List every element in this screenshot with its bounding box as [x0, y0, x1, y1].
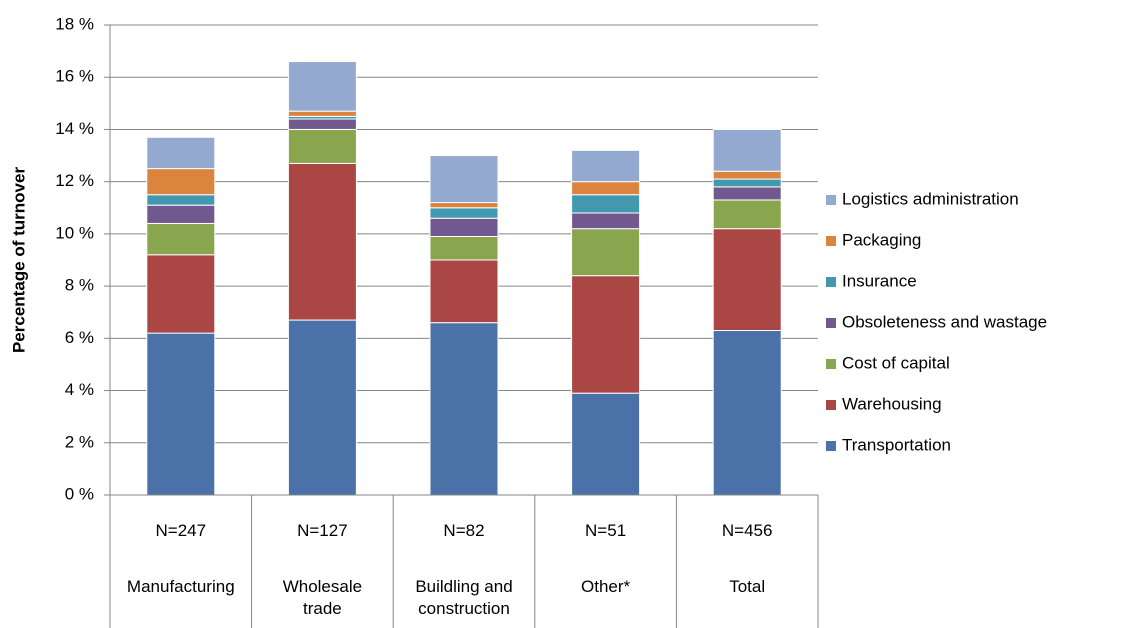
y-tick-label: 6 %	[65, 328, 94, 347]
bar-segment	[571, 149, 641, 183]
bar-segment	[429, 202, 499, 209]
y-tick-label: 0 %	[65, 484, 94, 503]
bar-segment	[571, 228, 641, 277]
bar-segment	[712, 330, 782, 496]
sample-size-label: N=51	[585, 521, 627, 540]
x-tick-label: Manufacturing	[126, 577, 235, 596]
bar-segment	[429, 217, 499, 238]
bar-segment	[712, 228, 782, 332]
legend-swatch	[826, 400, 836, 410]
x-tick-label: Total	[729, 577, 766, 596]
y-axis-title: Percentage of turnover	[9, 167, 28, 353]
bar-segment	[146, 254, 216, 334]
bar-segment	[287, 319, 357, 496]
y-tick-label: 2 %	[65, 432, 94, 451]
sample-size-label: N=127	[297, 521, 348, 540]
y-tick-label: 16 %	[55, 67, 94, 86]
legend-label: Cost of capital	[842, 353, 950, 372]
legend-label: Obsoleteness and wastage	[842, 312, 1047, 331]
legend-swatch	[826, 359, 836, 369]
bar-segment	[712, 199, 782, 230]
legend-swatch	[826, 195, 836, 205]
sample-size-label: N=82	[443, 521, 485, 540]
bar-segment	[571, 212, 641, 230]
x-tick-label: Other*	[581, 577, 631, 596]
legend-swatch	[826, 441, 836, 451]
y-tick-label: 8 %	[65, 276, 94, 295]
x-tick-label: Wholesale trade	[282, 577, 363, 618]
bar-segment	[146, 168, 216, 196]
bar-segment	[712, 186, 782, 201]
bar-segment	[712, 178, 782, 188]
bar-segment	[429, 259, 499, 324]
legend-label: Logistics administration	[842, 189, 1019, 208]
bar-segment	[146, 194, 216, 206]
legend-swatch	[826, 277, 836, 287]
sample-size-label: N=247	[155, 521, 207, 540]
bar-segment	[571, 194, 641, 214]
legend-label: Insurance	[842, 271, 917, 290]
y-tick-label: 10 %	[55, 223, 94, 242]
legend-label: Packaging	[842, 230, 921, 249]
bar-segment	[571, 392, 641, 496]
bar-segment	[429, 207, 499, 219]
bar-segment	[146, 332, 216, 496]
bar-segment	[712, 170, 782, 180]
legend-swatch	[826, 236, 836, 246]
bar-segment	[287, 118, 357, 130]
legend-label: Transportation	[842, 435, 951, 454]
y-tick-label: 14 %	[55, 119, 94, 138]
bar-segment	[146, 222, 216, 256]
bar-segment	[146, 136, 216, 170]
bar-segment	[712, 128, 782, 172]
bar-segment	[287, 61, 357, 112]
bar-segment	[287, 162, 357, 321]
bar-segment	[429, 322, 499, 496]
x-tick-label: Buildling and construction	[415, 577, 513, 618]
bar-segment	[571, 275, 641, 394]
bar-segment	[287, 128, 357, 164]
legend-label: Warehousing	[842, 394, 942, 413]
bar-segment	[146, 204, 216, 224]
y-tick-label: 4 %	[65, 380, 94, 399]
legend-swatch	[826, 318, 836, 328]
bar-segment	[571, 181, 641, 196]
bar-segment	[429, 236, 499, 261]
y-tick-label: 18 %	[55, 14, 94, 33]
bar-segment	[287, 110, 357, 117]
y-tick-label: 12 %	[55, 171, 94, 190]
sample-size-label: N=456	[721, 521, 773, 540]
bar-segment	[429, 155, 499, 204]
